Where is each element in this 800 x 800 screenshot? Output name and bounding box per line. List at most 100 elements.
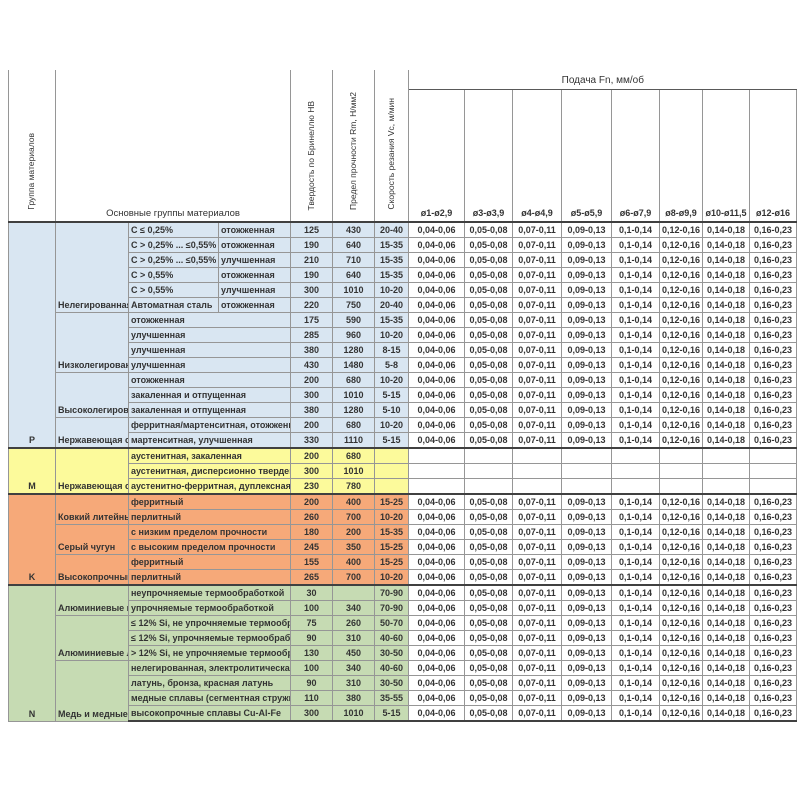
feed-value: 0,1-0,14	[611, 554, 661, 570]
feed-value: 0,16-0,23	[749, 660, 798, 676]
feed-value: 0,09-0,13	[561, 297, 613, 313]
feed-value: 0,16-0,23	[749, 417, 798, 433]
strength-value: 430	[332, 221, 376, 238]
feed-value: 0,14-0,18	[702, 584, 751, 601]
hardness-value: 285	[290, 327, 334, 343]
material-description: аустенитная, дисперсионно твердеющая	[127, 463, 292, 479]
feed-value: 0,16-0,23	[749, 252, 798, 268]
feed-value: 0,14-0,18	[702, 312, 751, 328]
feed-value: 0,05-0,08	[464, 297, 514, 313]
table-row: C > 0,55% отожженная 190 640 15-35 0,04-0,06 0…	[9, 267, 798, 283]
feed-col-header: ø6-ø7,9	[611, 88, 661, 223]
feed-value-empty	[749, 447, 798, 464]
feed-value: 0,09-0,13	[561, 645, 613, 661]
feed-value: 0,16-0,23	[749, 432, 798, 449]
material-description: перлитный	[127, 509, 292, 525]
feed-value: 0,04-0,06	[408, 252, 466, 268]
material-condition: отожженная	[217, 221, 292, 238]
strength-value: 780	[332, 478, 376, 495]
material-description: отожженная	[127, 372, 292, 388]
hardness-value: 230	[290, 478, 334, 495]
hardness-value: 300	[290, 463, 334, 479]
strength-value: 310	[332, 630, 376, 646]
feed-value: 0,05-0,08	[464, 705, 514, 722]
feed-value-empty	[561, 463, 613, 479]
feed-value: 0,05-0,08	[464, 372, 514, 388]
feed-value-empty	[561, 478, 613, 495]
feed-value: 0,05-0,08	[464, 645, 514, 661]
hardness-value: 220	[290, 297, 334, 313]
material-group-name: Нержавеющая сталь	[55, 417, 129, 449]
cutting-speed-value: 5-15	[374, 387, 410, 403]
material-group-name: Низколегированная сталь	[55, 312, 129, 373]
feed-value: 0,14-0,18	[702, 524, 751, 540]
cutting-speed-value: 5-8	[374, 357, 410, 373]
feed-value: 0,09-0,13	[561, 705, 613, 722]
material-description: высокопрочные сплавы Cu-Al-Fe	[127, 705, 292, 722]
feed-value-empty	[702, 447, 751, 464]
material-description: ≤ 12% Si, упрочняемые термообработкой	[127, 630, 292, 646]
feed-value: 0,16-0,23	[749, 524, 798, 540]
feed-value: 0,05-0,08	[464, 539, 514, 555]
feed-value: 0,07-0,11	[512, 660, 563, 676]
strength-value: 680	[332, 372, 376, 388]
feed-col-header: ø5-ø5,9	[561, 88, 613, 223]
cutting-speed-value: 5-15	[374, 432, 410, 449]
feed-value: 0,07-0,11	[512, 297, 563, 313]
strength-value: 400	[332, 493, 376, 510]
feed-value: 0,04-0,06	[408, 524, 466, 540]
feed-value: 0,16-0,23	[749, 615, 798, 631]
material-description: ферритный	[127, 554, 292, 570]
material-condition: улучшенная	[217, 252, 292, 268]
feed-value: 0,1-0,14	[611, 569, 661, 586]
hardness-value: 200	[290, 447, 334, 464]
feed-value: 0,05-0,08	[464, 221, 514, 238]
cutting-speed-value: 40-60	[374, 630, 410, 646]
feed-value: 0,12-0,16	[659, 569, 704, 586]
table-row: перлитный 260 700 10-20 0,04-0,06 0,05-0,08 0,…	[9, 509, 798, 525]
table-row: Высоколегированная стальотожженная200680…	[9, 372, 798, 418]
strength-value: 1280	[332, 402, 376, 418]
feed-value: 0,05-0,08	[464, 554, 514, 570]
feed-value: 0,12-0,16	[659, 402, 704, 418]
table-row: с высоким пределом прочности 245 350 15-25 0…	[9, 539, 798, 555]
feed-value: 0,1-0,14	[611, 539, 661, 555]
feed-value: 0,07-0,11	[512, 432, 563, 449]
feed-value: 0,04-0,06	[408, 509, 466, 525]
feed-value: 0,1-0,14	[611, 297, 661, 313]
hardness-value: 130	[290, 645, 334, 661]
feed-value: 0,04-0,06	[408, 237, 466, 253]
strength-value: 380	[332, 690, 376, 706]
material-group-letter: K	[8, 493, 56, 586]
feed-col-header: ø12-ø16	[749, 88, 798, 223]
feed-value: 0,07-0,11	[512, 645, 563, 661]
cutting-speed-value: 10-20	[374, 417, 410, 433]
feed-value: 0,09-0,13	[561, 630, 613, 646]
feed-value: 0,04-0,06	[408, 675, 466, 691]
feed-value: 0,04-0,06	[408, 660, 466, 676]
feed-value: 0,09-0,13	[561, 327, 613, 343]
feed-value: 0,05-0,08	[464, 267, 514, 283]
feed-value: 0,14-0,18	[702, 357, 751, 373]
feed-value: 0,14-0,18	[702, 417, 751, 433]
table-row: аустенитная, дисперсионно твердеющая3001…	[9, 463, 798, 479]
feed-value: 0,12-0,16	[659, 675, 704, 691]
col-header-cutting-speed: Скорость резания Vc, м/мин	[374, 70, 410, 223]
feed-value: 0,12-0,16	[659, 237, 704, 253]
feed-value: 0,07-0,11	[512, 675, 563, 691]
material-group-label: Группа материалов	[26, 133, 37, 210]
strength-value: 750	[332, 297, 376, 313]
feed-value: 0,1-0,14	[611, 584, 661, 601]
strength-value: 640	[332, 237, 376, 253]
feed-value: 0,16-0,23	[749, 402, 798, 418]
table-row: C > 0,25% ... ≤0,55% улучшенная 210 710 15-3…	[9, 252, 798, 268]
feed-col-header: ø1-ø2,9	[408, 88, 466, 223]
feed-value: 0,04-0,06	[408, 615, 466, 631]
feed-value: 0,1-0,14	[611, 282, 661, 298]
table-row: Автоматная сталь отожженная 220 750 20-40 0,0…	[9, 297, 798, 313]
cutting-data-table: Группа материалов Основные группы матери…	[8, 70, 798, 722]
material-description: латунь, бронза, красная латунь	[127, 675, 292, 691]
feed-value: 0,09-0,13	[561, 372, 613, 388]
